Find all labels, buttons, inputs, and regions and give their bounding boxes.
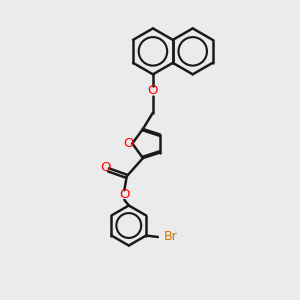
Text: O: O: [119, 188, 130, 201]
Text: O: O: [148, 84, 158, 97]
Text: O: O: [100, 161, 111, 174]
Text: O: O: [124, 137, 134, 150]
Text: Br: Br: [164, 230, 178, 244]
